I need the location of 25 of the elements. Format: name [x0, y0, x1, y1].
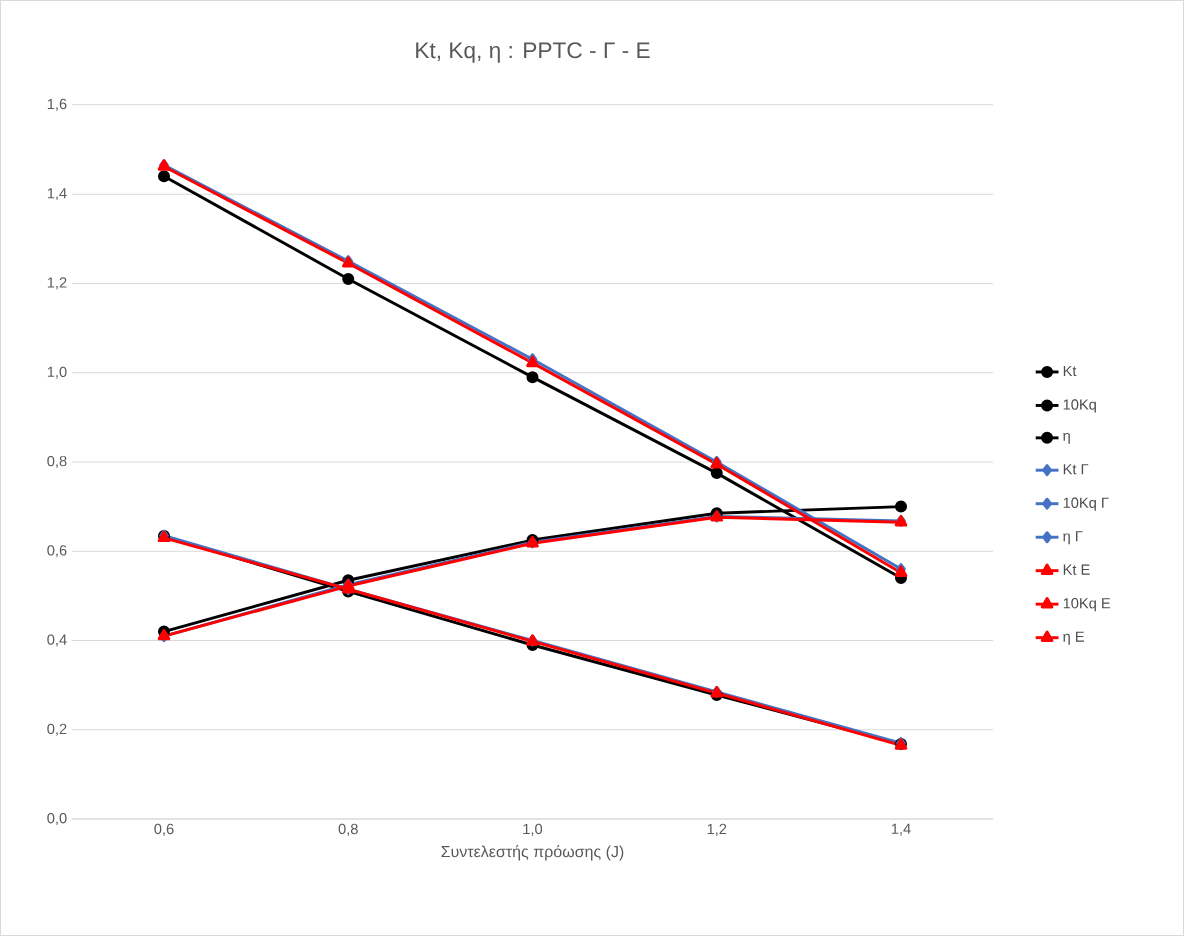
legend-label: 10Kq Γ	[1063, 497, 1109, 511]
y-tick-label: 1,4	[47, 188, 67, 201]
y-tick-label: 0,6	[47, 545, 67, 558]
legend-label: η Γ	[1063, 531, 1083, 545]
y-tick-label: 0,0	[47, 813, 67, 826]
legend-label: Kt Γ	[1063, 464, 1089, 475]
legend-label: 10Kq	[1063, 399, 1096, 413]
x-tick-label: 1,2	[707, 823, 727, 836]
x-tick-label: 0,6	[154, 823, 174, 836]
legend-label: 10Kq Ε	[1063, 598, 1111, 612]
legend-label: η Ε	[1063, 631, 1084, 645]
legend-label: Kt Ε	[1063, 564, 1090, 575]
y-tick-label: 1,2	[47, 277, 67, 290]
x-tick-label: 0,8	[338, 823, 358, 836]
x-tick-label: 1,4	[891, 823, 911, 836]
y-tick-label: 0,2	[47, 723, 67, 736]
y-tick-label: 1,0	[47, 366, 67, 379]
y-tick-label: 0,4	[47, 634, 67, 647]
legend-label: η	[1063, 432, 1070, 444]
legend-label: Kt	[1063, 365, 1077, 377]
chart-title: Kt, Kq, η : PPTC - Γ - Ε	[416, 42, 650, 63]
x-tick-label: 1,0	[523, 823, 543, 836]
y-tick-label: 0,8	[47, 455, 67, 469]
x-axis-title: Συντελεστής πρόωσης (J)	[441, 845, 624, 861]
y-tick-label: 1,6	[47, 98, 67, 111]
